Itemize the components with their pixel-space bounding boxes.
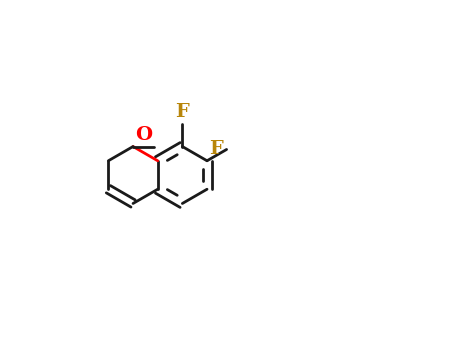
Text: O: O <box>135 126 152 144</box>
Text: F: F <box>176 103 189 121</box>
Text: F: F <box>209 140 222 159</box>
